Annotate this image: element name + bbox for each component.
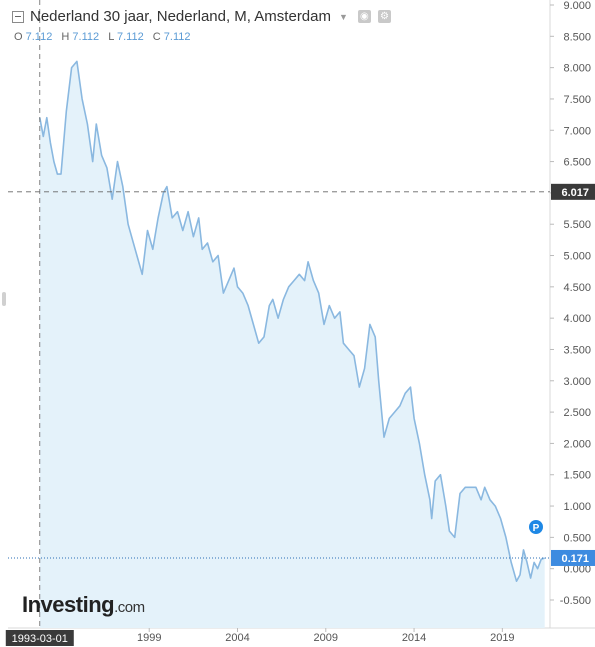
y-tick-label: 9.000	[563, 0, 591, 12]
ohlc-high-value: 7.112	[72, 31, 100, 43]
ohlc-open-value: 7.112	[25, 31, 53, 43]
gear-icon[interactable]: ⚙	[377, 10, 391, 23]
chart-title: Nederland 30 jaar, Nederland, M, Amsterd…	[30, 8, 331, 25]
x-tick-label: 2004	[225, 632, 249, 644]
y-tick-label: 7.000	[563, 125, 591, 137]
y-tick-label: -0.500	[560, 595, 591, 607]
logo-suffix: .com	[114, 599, 145, 616]
visibility-icon[interactable]: ◉	[357, 10, 371, 23]
crosshair-price-label: 6.017	[561, 187, 589, 199]
x-tick-label: 2014	[402, 632, 426, 644]
plot-area[interactable]	[8, 0, 595, 629]
y-tick-label: 0.500	[563, 532, 591, 544]
last-price-label: 0.171	[561, 553, 589, 565]
y-tick-label: 5.500	[563, 219, 591, 231]
y-tick-label: 0.000	[563, 564, 591, 576]
crosshair-price-badge	[551, 183, 595, 200]
side-panel-handle[interactable]	[2, 292, 6, 306]
y-tick-label: 3.000	[563, 376, 591, 388]
y-tick-label: 1.000	[563, 501, 591, 513]
collapse-icon[interactable]	[12, 10, 24, 23]
y-tick-label: 2.500	[563, 407, 591, 419]
series-area	[39, 61, 545, 628]
chart-legend: Nederland 30 jaar, Nederland, M, Amsterd…	[12, 8, 391, 43]
x-tick-label: 2019	[490, 632, 514, 644]
ohlc-values: O 7.112 H 7.112 L 7.112 C 7.112	[14, 31, 391, 43]
y-tick-label: 4.000	[563, 313, 591, 325]
y-tick-label: 5.000	[563, 251, 591, 263]
y-tick-label: 3.500	[563, 344, 591, 356]
y-tick-label: 6.500	[563, 157, 591, 169]
series-line[interactable]	[39, 60, 545, 582]
overlay: 6.017 1993-03-01 0.171 P	[5, 0, 595, 646]
y-tick-label: 8.500	[563, 31, 591, 43]
chevron-down-icon[interactable]: ▼	[339, 11, 348, 22]
ohlc-open-key: O	[14, 31, 23, 43]
investing-logo: Investing.com	[22, 592, 145, 618]
y-tick-label: 4.500	[563, 282, 591, 294]
ohlc-low-value: 7.112	[116, 31, 144, 43]
ohlc-close-value: 7.112	[163, 31, 191, 43]
ohlc-high-key: H	[61, 31, 70, 43]
crosshair-date-label: 1993-03-01	[12, 633, 68, 645]
ohlc-close-key: C	[152, 31, 161, 43]
y-tick-label: 1.500	[563, 470, 591, 482]
event-marker-icon[interactable]	[529, 520, 543, 534]
crosshair-date-badge	[5, 630, 74, 646]
y-axis: 9.0008.5008.0007.5007.0006.5006.0005.500…	[550, 0, 591, 607]
x-tick-label: 1999	[137, 632, 161, 644]
logo-brand: Investing	[22, 592, 115, 617]
ohlc-low-key: L	[108, 31, 114, 43]
x-tick-label: 2009	[314, 632, 338, 644]
y-tick-label: 2.000	[563, 438, 591, 450]
y-tick-label: 8.000	[563, 63, 591, 75]
last-price-badge	[551, 549, 595, 566]
event-marker-label: P	[533, 523, 540, 534]
y-tick-label: 7.500	[563, 94, 591, 106]
x-axis: 1999 2004 2009 2014 2019	[137, 628, 515, 644]
